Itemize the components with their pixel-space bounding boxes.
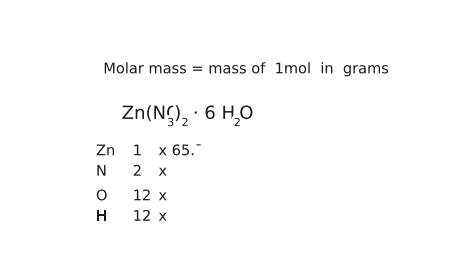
Text: H: H [96, 209, 107, 224]
Text: 3: 3 [167, 118, 174, 128]
Text: Molar mass = mass of  1mol  in  grams: Molar mass = mass of 1mol in grams [103, 61, 390, 76]
Text: 1: 1 [133, 143, 142, 158]
Text: Zn: Zn [96, 143, 115, 158]
Text: 2: 2 [133, 164, 142, 179]
Text: O: O [239, 105, 254, 123]
Text: 2: 2 [234, 118, 241, 128]
Text: 12: 12 [133, 209, 151, 224]
Text: x: x [158, 209, 167, 224]
Text: · 6 H: · 6 H [187, 105, 235, 123]
Text: x: x [158, 188, 167, 203]
Text: N: N [96, 164, 107, 179]
Text: Zn(NO: Zn(NO [122, 105, 180, 123]
Text: 2: 2 [182, 118, 189, 128]
Text: O: O [96, 188, 108, 203]
Text: ): ) [174, 105, 181, 123]
Text: x 65.¯: x 65.¯ [158, 143, 202, 158]
Text: 12: 12 [133, 188, 151, 203]
Text: x: x [158, 164, 167, 179]
